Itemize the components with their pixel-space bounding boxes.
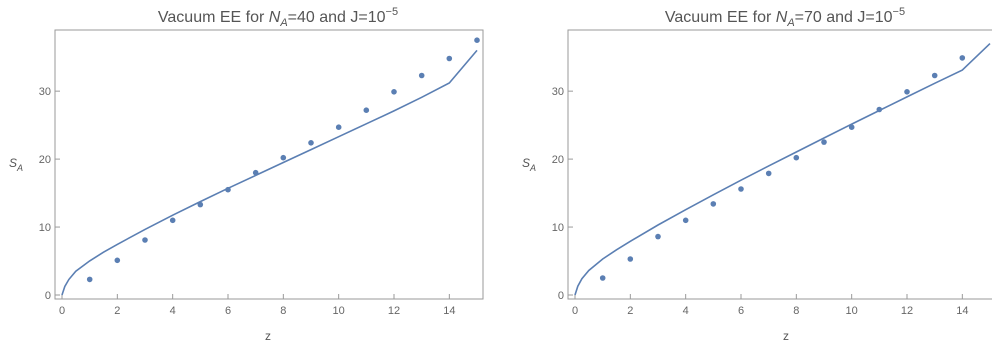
data-point bbox=[169, 217, 176, 224]
data-point bbox=[682, 217, 689, 224]
data-marks bbox=[61, 37, 480, 296]
data-point bbox=[363, 107, 370, 113]
chart-panel-left: Vacuum EE for NA=40 and J=10−5 0 2 4 6 8 10 12… bbox=[9, 6, 484, 343]
data-point bbox=[86, 276, 93, 283]
data-point bbox=[142, 237, 148, 243]
chart-title: Vacuum EE for NA=40 and J=10−5 bbox=[158, 6, 398, 29]
y-axis-label: SA bbox=[522, 156, 536, 173]
y-tick-label: 20 bbox=[39, 154, 51, 166]
x-tick-label: 12 bbox=[388, 305, 400, 317]
x-tick-label: 4 bbox=[683, 305, 689, 317]
x-tick-label: 0 bbox=[572, 305, 578, 317]
y-axis-label: SA bbox=[9, 156, 23, 173]
data-point bbox=[655, 233, 661, 240]
data-point bbox=[793, 154, 800, 161]
x-tick-label: 2 bbox=[114, 305, 120, 317]
data-point bbox=[114, 257, 121, 264]
x-tick-label: 6 bbox=[225, 305, 231, 317]
x-tick-label: 4 bbox=[170, 305, 176, 317]
x-tick-label: 8 bbox=[280, 305, 286, 317]
x-tick-label: 10 bbox=[846, 305, 858, 317]
data-point bbox=[765, 170, 772, 177]
y-tick-label: 30 bbox=[39, 86, 51, 98]
data-point bbox=[627, 256, 634, 262]
data-point bbox=[418, 72, 425, 79]
data-point bbox=[710, 201, 717, 207]
axis-ticks: 0 2 4 6 8 10 12 14 0 10 20 30 bbox=[552, 86, 969, 317]
y-tick-label: 0 bbox=[558, 290, 564, 302]
data-marks bbox=[574, 43, 991, 296]
data-point bbox=[197, 201, 204, 208]
data-point bbox=[599, 275, 606, 281]
axis-ticks: 0 2 4 6 8 10 12 14 0 10 20 30 bbox=[39, 86, 456, 317]
x-tick-label: 14 bbox=[956, 305, 968, 317]
data-point bbox=[821, 139, 827, 145]
x-tick-label: 14 bbox=[443, 305, 455, 317]
x-tick-label: 0 bbox=[59, 305, 65, 317]
y-tick-label: 10 bbox=[552, 222, 564, 234]
plot-frame bbox=[567, 29, 992, 300]
data-point bbox=[931, 72, 938, 79]
data-point bbox=[474, 37, 480, 43]
data-point bbox=[738, 186, 744, 192]
data-point bbox=[335, 124, 342, 130]
x-tick-label: 8 bbox=[793, 305, 799, 317]
chart-title: Vacuum EE for NA=70 and J=10−5 bbox=[665, 6, 905, 29]
y-tick-label: 0 bbox=[45, 290, 51, 302]
data-point bbox=[848, 124, 855, 130]
data-point bbox=[391, 89, 397, 95]
x-tick-label: 2 bbox=[627, 305, 633, 317]
x-axis-label: z bbox=[265, 329, 271, 343]
fit-curve bbox=[574, 43, 991, 296]
y-tick-label: 20 bbox=[552, 154, 564, 166]
data-point bbox=[904, 89, 910, 95]
x-tick-label: 10 bbox=[333, 305, 345, 317]
data-point bbox=[959, 55, 966, 61]
plot-frame bbox=[54, 29, 484, 300]
data-point bbox=[308, 140, 314, 146]
x-axis-label: z bbox=[783, 329, 789, 343]
x-tick-label: 6 bbox=[738, 305, 744, 317]
y-tick-label: 10 bbox=[39, 222, 51, 234]
x-tick-label: 12 bbox=[901, 305, 913, 317]
data-point bbox=[280, 154, 287, 161]
chart-panel-right: Vacuum EE for NA=70 and J=10−5 0 2 4 6 8 10 12… bbox=[522, 6, 992, 343]
y-tick-label: 30 bbox=[552, 86, 564, 98]
fit-curve bbox=[61, 49, 478, 296]
data-point bbox=[446, 55, 453, 62]
